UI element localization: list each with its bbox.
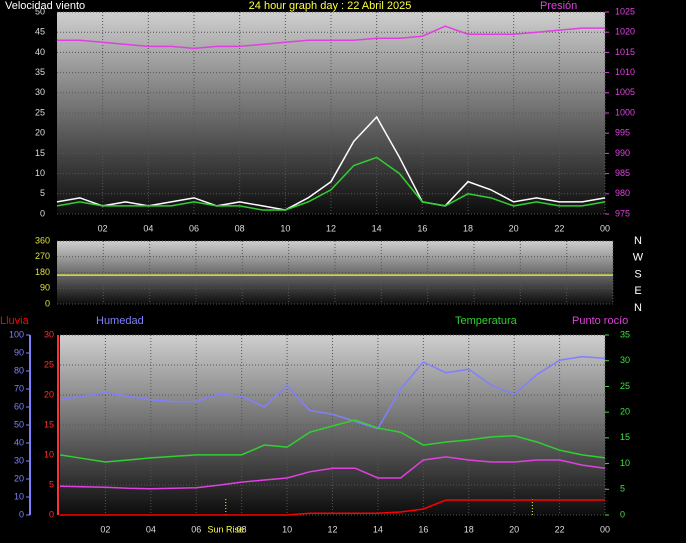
direction-label: N <box>634 235 642 247</box>
y-tick-label: 180 <box>35 267 50 277</box>
x-tick-label: 20 <box>509 524 519 534</box>
y-tick-label: 15 <box>44 419 54 429</box>
y-tick-label: 45 <box>35 27 45 37</box>
plot-background <box>57 241 613 304</box>
y-tick-label: 1025 <box>615 6 635 16</box>
x-tick-label: 06 <box>191 524 201 534</box>
y-tick-label: 25 <box>44 359 54 369</box>
y-tick-label: 10 <box>35 168 45 178</box>
y-tick-label: 5 <box>40 188 45 198</box>
x-tick-label: 00 <box>600 524 610 534</box>
direction-label: S <box>634 268 641 280</box>
y-tick-label: 40 <box>14 437 24 447</box>
y-tick-label: 15 <box>620 432 630 442</box>
x-tick-label: 06 <box>189 223 199 233</box>
y-tick-label: 1010 <box>615 67 635 77</box>
legend-label: Presión <box>540 0 577 12</box>
x-tick-label: 20 <box>509 223 519 233</box>
y-tick-label: 30 <box>14 455 24 465</box>
y-tick-label: 1005 <box>615 87 635 97</box>
x-tick-label: 10 <box>282 524 292 534</box>
y-tick-label: 360 <box>35 235 50 245</box>
series-line <box>56 156 606 211</box>
y-tick-label: 25 <box>620 381 630 391</box>
y-tick-label: 20 <box>35 128 45 138</box>
y-tick-label: 100 <box>9 329 24 339</box>
x-tick-label: 14 <box>372 223 382 233</box>
y-tick-label: 35 <box>35 67 45 77</box>
y-tick-label: 30 <box>620 355 630 365</box>
y-tick-label: 35 <box>620 329 630 339</box>
x-tick-label: 12 <box>327 524 337 534</box>
x-tick-label: 22 <box>554 223 564 233</box>
y-tick-label: 0 <box>49 509 54 519</box>
x-tick-label: 08 <box>235 223 245 233</box>
y-tick-label: 50 <box>35 6 45 16</box>
y-tick-label: 270 <box>35 251 50 261</box>
series-line <box>57 25 605 50</box>
y-tick-label: 10 <box>14 491 24 501</box>
annotation: Sun Rise <box>208 524 245 534</box>
x-tick-label: 10 <box>280 223 290 233</box>
y-tick-label: 990 <box>615 148 630 158</box>
x-tick-label: 02 <box>100 524 110 534</box>
series-line <box>60 499 605 516</box>
y-tick-label: 10 <box>620 458 630 468</box>
y-tick-label: 70 <box>14 383 24 393</box>
series-line <box>59 355 606 430</box>
x-tick-label: 22 <box>555 524 565 534</box>
y-tick-label: 5 <box>49 479 54 489</box>
y-tick-label: 0 <box>40 208 45 218</box>
y-tick-label: 0 <box>620 509 625 519</box>
chart-title: 24 hour graph day : 22 Abril 2025 <box>249 0 412 12</box>
y-tick-label: 1000 <box>615 107 635 117</box>
direction-label: E <box>634 285 641 297</box>
x-tick-label: 16 <box>418 524 428 534</box>
y-tick-label: 30 <box>44 329 54 339</box>
series-line <box>59 419 606 463</box>
legend-label: Lluvia <box>0 315 30 327</box>
series-line <box>59 456 606 490</box>
x-tick-label: 18 <box>464 524 474 534</box>
y-tick-label: 80 <box>14 365 24 375</box>
y-tick-label: 0 <box>19 509 24 519</box>
y-tick-label: 0 <box>45 298 50 308</box>
y-tick-label: 20 <box>44 389 54 399</box>
y-tick-label: 90 <box>14 347 24 357</box>
x-tick-label: 04 <box>143 223 153 233</box>
y-tick-label: 50 <box>14 419 24 429</box>
y-tick-label: 5 <box>620 484 625 494</box>
y-tick-label: 40 <box>35 47 45 57</box>
x-tick-label: 14 <box>373 524 383 534</box>
x-tick-label: 18 <box>463 223 473 233</box>
x-tick-label: 16 <box>417 223 427 233</box>
y-tick-label: 25 <box>35 107 45 117</box>
y-tick-label: 1015 <box>615 47 635 57</box>
y-tick-label: 1020 <box>615 27 635 37</box>
y-tick-label: 980 <box>615 188 630 198</box>
y-tick-label: 995 <box>615 128 630 138</box>
x-tick-label: 04 <box>146 524 156 534</box>
y-tick-label: 15 <box>35 148 45 158</box>
y-tick-label: 975 <box>615 208 630 218</box>
y-tick-label: 10 <box>44 449 54 459</box>
legend-label: Temperatura <box>455 315 518 327</box>
x-tick-label: 02 <box>98 223 108 233</box>
x-tick-label: 12 <box>326 223 336 233</box>
x-tick-label: 00 <box>600 223 610 233</box>
x-tick-label: 08 <box>237 524 247 534</box>
y-tick-label: 20 <box>14 473 24 483</box>
legend-label: Humedad <box>96 315 144 327</box>
y-tick-label: 985 <box>615 168 630 178</box>
legend-label: Punto rocío <box>572 315 628 327</box>
y-tick-label: 30 <box>35 87 45 97</box>
y-tick-label: 60 <box>14 401 24 411</box>
legend-label: Velocidad viento <box>5 0 85 12</box>
y-tick-label: 20 <box>620 407 630 417</box>
y-tick-label: 90 <box>40 283 50 293</box>
direction-label: W <box>633 252 644 264</box>
direction-label: N <box>634 302 642 314</box>
